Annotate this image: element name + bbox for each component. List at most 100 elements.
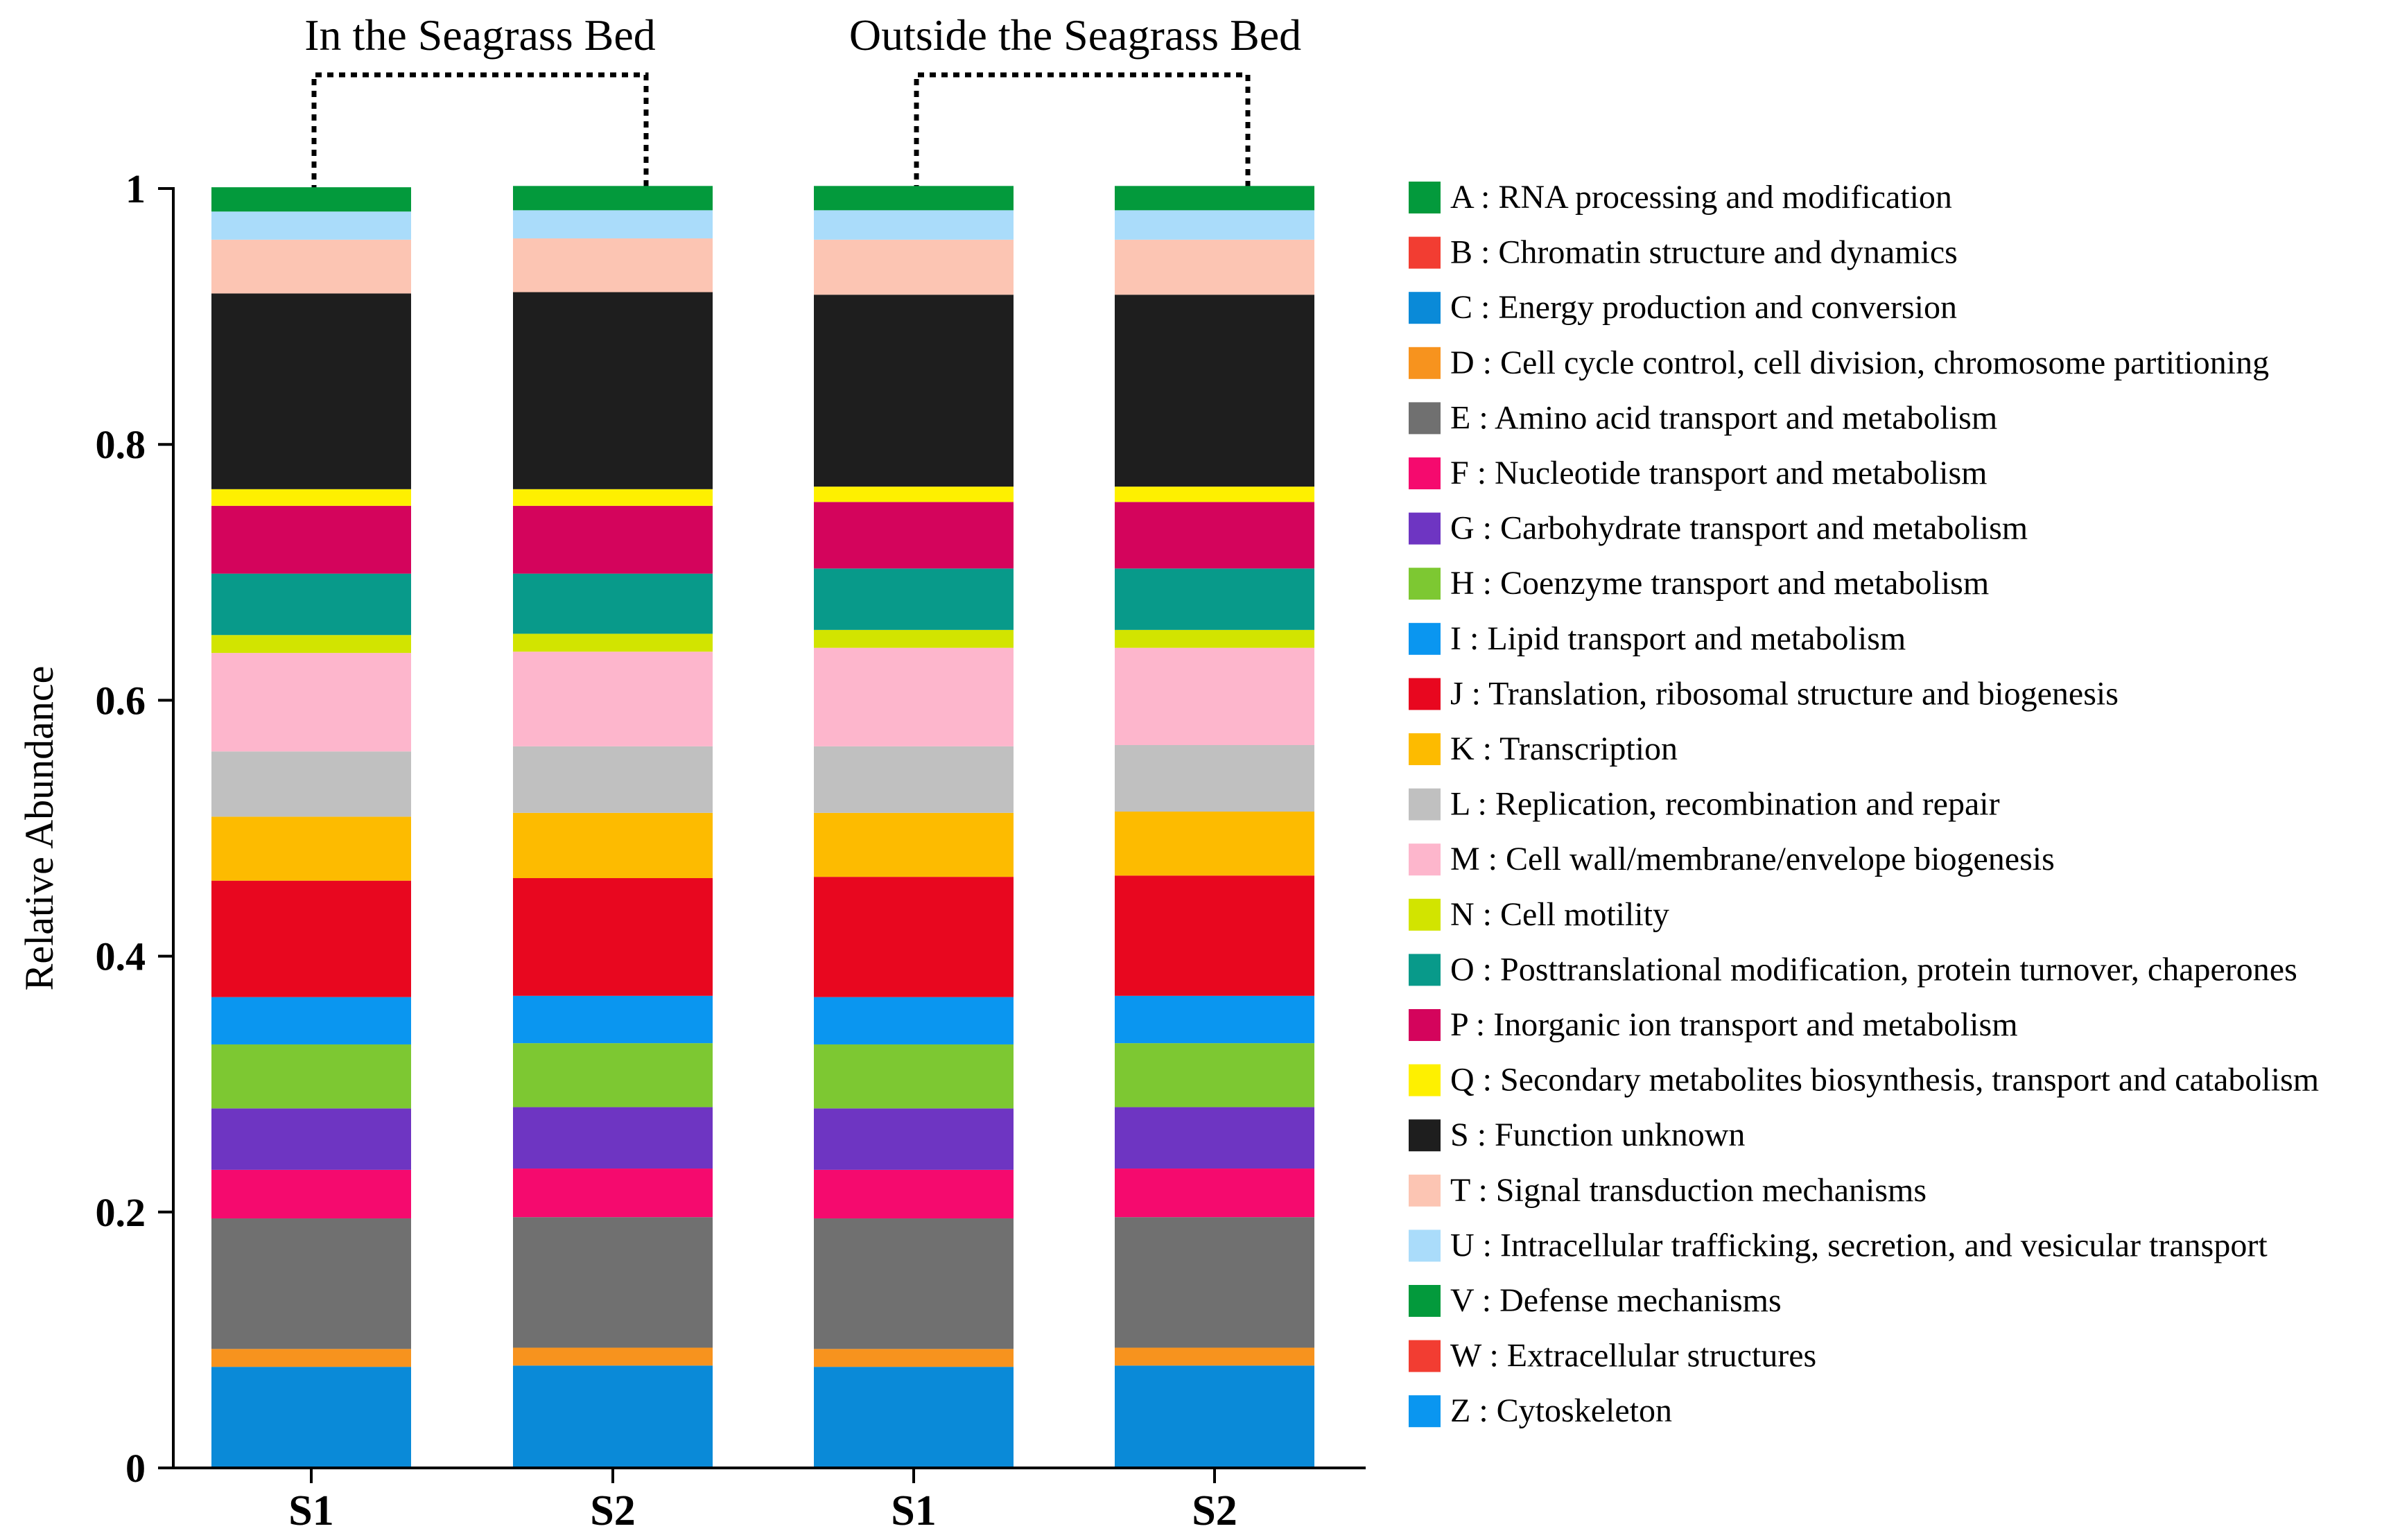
bar-segment-l-3 [814, 746, 1014, 813]
bar-segment-p-2 [513, 505, 713, 574]
bar-segment-q-1 [211, 489, 411, 506]
legend-label: O : Posttranslational modification, prot… [1450, 951, 2297, 988]
y-tick-label: 0.4 [96, 934, 146, 979]
bar-segment-d-4 [1115, 1347, 1314, 1366]
x-tick-label: S1 [288, 1487, 333, 1534]
legend-swatch [1409, 1340, 1441, 1372]
legend-swatch [1409, 843, 1441, 876]
y-tick-label: 0.6 [96, 678, 146, 723]
legend-swatch [1409, 1174, 1441, 1207]
legend-label: U : Intracellular trafficking, secretion… [1450, 1227, 2268, 1263]
group-label-in-seagrass-bed: In the Seagrass Bed [304, 10, 656, 60]
bar-segment-d-3 [814, 1349, 1014, 1367]
legend-label: A : RNA processing and modification [1450, 179, 1952, 216]
legend-item: D : Cell cycle control, cell division, c… [1409, 344, 2269, 381]
bar-segment-m-4 [1115, 647, 1314, 746]
legend-item: P : Inorganic ion transport and metaboli… [1409, 1006, 2018, 1043]
legend-item: U : Intracellular trafficking, secretion… [1409, 1227, 2268, 1263]
legend-item: S : Function unknown [1409, 1117, 1745, 1153]
bar-segment-k-2 [513, 812, 713, 878]
legend-label: F : Nucleotide transport and metabolism [1450, 455, 1988, 491]
bar-segment-s-1 [211, 293, 411, 489]
bar-segment-e-2 [513, 1217, 713, 1348]
group-bracket-2 [914, 72, 1251, 191]
bar-segment-h-2 [513, 1043, 713, 1108]
group-brackets [311, 72, 1251, 191]
bar-segment-n-1 [211, 635, 411, 654]
bar-segment-g-2 [513, 1107, 713, 1169]
legend-item: G : Carbohydrate transport and metabolis… [1409, 510, 2028, 547]
y-tick-label: 0.2 [96, 1190, 146, 1235]
bar-segment-m-1 [211, 653, 411, 752]
bar-segment-d-1 [211, 1349, 411, 1367]
legend-swatch [1409, 954, 1441, 986]
legend-swatch [1409, 788, 1441, 821]
legend-swatch [1409, 898, 1441, 931]
legend-label: E : Amino acid transport and metabolism [1450, 399, 1997, 436]
legend-swatch [1409, 1230, 1441, 1262]
legend-label: H : Coenzyme transport and metabolism [1450, 565, 1989, 602]
legend-swatch [1409, 568, 1441, 600]
bar-segment-m-2 [513, 651, 713, 746]
legend-item: Q : Secondary metabolites biosynthesis, … [1409, 1062, 2319, 1099]
bar-segment-t-2 [513, 238, 713, 292]
x-tick-label: S2 [1192, 1487, 1237, 1534]
bar-segment-g-1 [211, 1108, 411, 1170]
legend-label: Q : Secondary metabolites biosynthesis, … [1450, 1062, 2319, 1099]
bar-segment-i-1 [211, 997, 411, 1044]
bar-segment-g-3 [814, 1108, 1014, 1170]
legend-label: M : Cell wall/membrane/envelope biogenes… [1450, 841, 2055, 877]
legend-label: Z : Cytoskeleton [1450, 1392, 1672, 1429]
bar-segment-z-4 [1115, 1365, 1314, 1468]
y-tick-label: 0 [125, 1446, 146, 1491]
bar-segment-a-3 [814, 186, 1014, 211]
bar-segment-k-4 [1115, 812, 1314, 876]
bar-segment-o-2 [513, 573, 713, 634]
legend-item: N : Cell motility [1409, 896, 1669, 933]
legend-swatch [1409, 1285, 1441, 1317]
legend-swatch [1409, 1119, 1441, 1152]
legend-swatch [1409, 402, 1441, 435]
bar-segment-f-4 [1115, 1169, 1314, 1218]
legend-swatch [1409, 678, 1441, 710]
legend-swatch [1409, 733, 1441, 765]
bar-segment-a-1 [211, 187, 411, 212]
legend-item: A : RNA processing and modification [1409, 179, 1952, 216]
legend-swatch [1409, 512, 1441, 545]
bar-segment-f-2 [513, 1169, 713, 1218]
bar-segment-j-4 [1115, 875, 1314, 996]
legend-item: T : Signal transduction mechanisms [1409, 1172, 1927, 1209]
legend-label: D : Cell cycle control, cell division, c… [1450, 344, 2269, 381]
legend-item: M : Cell wall/membrane/envelope biogenes… [1409, 841, 2055, 877]
bar-segment-e-4 [1115, 1217, 1314, 1348]
bar-segment-a-2 [513, 186, 713, 211]
bar-segment-u-1 [211, 211, 411, 240]
bar-segment-u-3 [814, 210, 1014, 240]
bar-segment-p-4 [1115, 502, 1314, 569]
bar-segment-t-3 [814, 239, 1014, 295]
bar-segment-k-1 [211, 816, 411, 881]
legend-swatch [1409, 1395, 1441, 1428]
bar-stack-4 [1115, 186, 1314, 1468]
legend-item: H : Coenzyme transport and metabolism [1409, 565, 1989, 602]
legend-label: K : Transcription [1450, 730, 1678, 767]
bar-stack-2 [513, 186, 713, 1468]
bar-segment-o-1 [211, 573, 411, 636]
bar-segment-u-2 [513, 210, 713, 238]
bar-segment-n-2 [513, 633, 713, 652]
bar-segment-l-4 [1115, 745, 1314, 812]
bar-segment-m-3 [814, 647, 1014, 746]
legend-swatch [1409, 622, 1441, 655]
y-axis-title: Relative Abundance [17, 666, 62, 991]
bar-stacks [211, 186, 1314, 1468]
legend-label: I : Lipid transport and metabolism [1450, 620, 1906, 657]
legend-label: T : Signal transduction mechanisms [1450, 1172, 1927, 1209]
x-tick-label: S2 [590, 1487, 635, 1534]
bar-segment-j-1 [211, 880, 411, 997]
bar-segment-h-3 [814, 1044, 1014, 1109]
legend-swatch [1409, 1064, 1441, 1096]
legend-label: L : Replication, recombination and repai… [1450, 786, 2000, 823]
bar-segment-i-2 [513, 995, 713, 1044]
legend-label: N : Cell motility [1450, 896, 1669, 933]
